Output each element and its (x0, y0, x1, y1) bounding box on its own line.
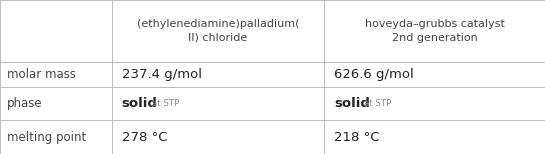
Text: solid: solid (122, 97, 158, 110)
Text: 626.6 g/mol: 626.6 g/mol (334, 68, 414, 81)
Text: at STP: at STP (364, 99, 391, 108)
Text: at STP: at STP (152, 99, 179, 108)
Text: solid: solid (334, 97, 370, 110)
Text: phase: phase (7, 97, 42, 110)
Text: melting point: melting point (7, 131, 86, 144)
Text: (ethylenediamine)palladium(
II) chloride: (ethylenediamine)palladium( II) chloride (137, 19, 299, 43)
Text: 237.4 g/mol: 237.4 g/mol (122, 68, 202, 81)
Text: hoveyda–grubbs catalyst
2nd generation: hoveyda–grubbs catalyst 2nd generation (365, 19, 505, 43)
Text: 278 °C: 278 °C (122, 131, 167, 144)
Text: molar mass: molar mass (7, 68, 76, 81)
Text: 218 °C: 218 °C (334, 131, 379, 144)
